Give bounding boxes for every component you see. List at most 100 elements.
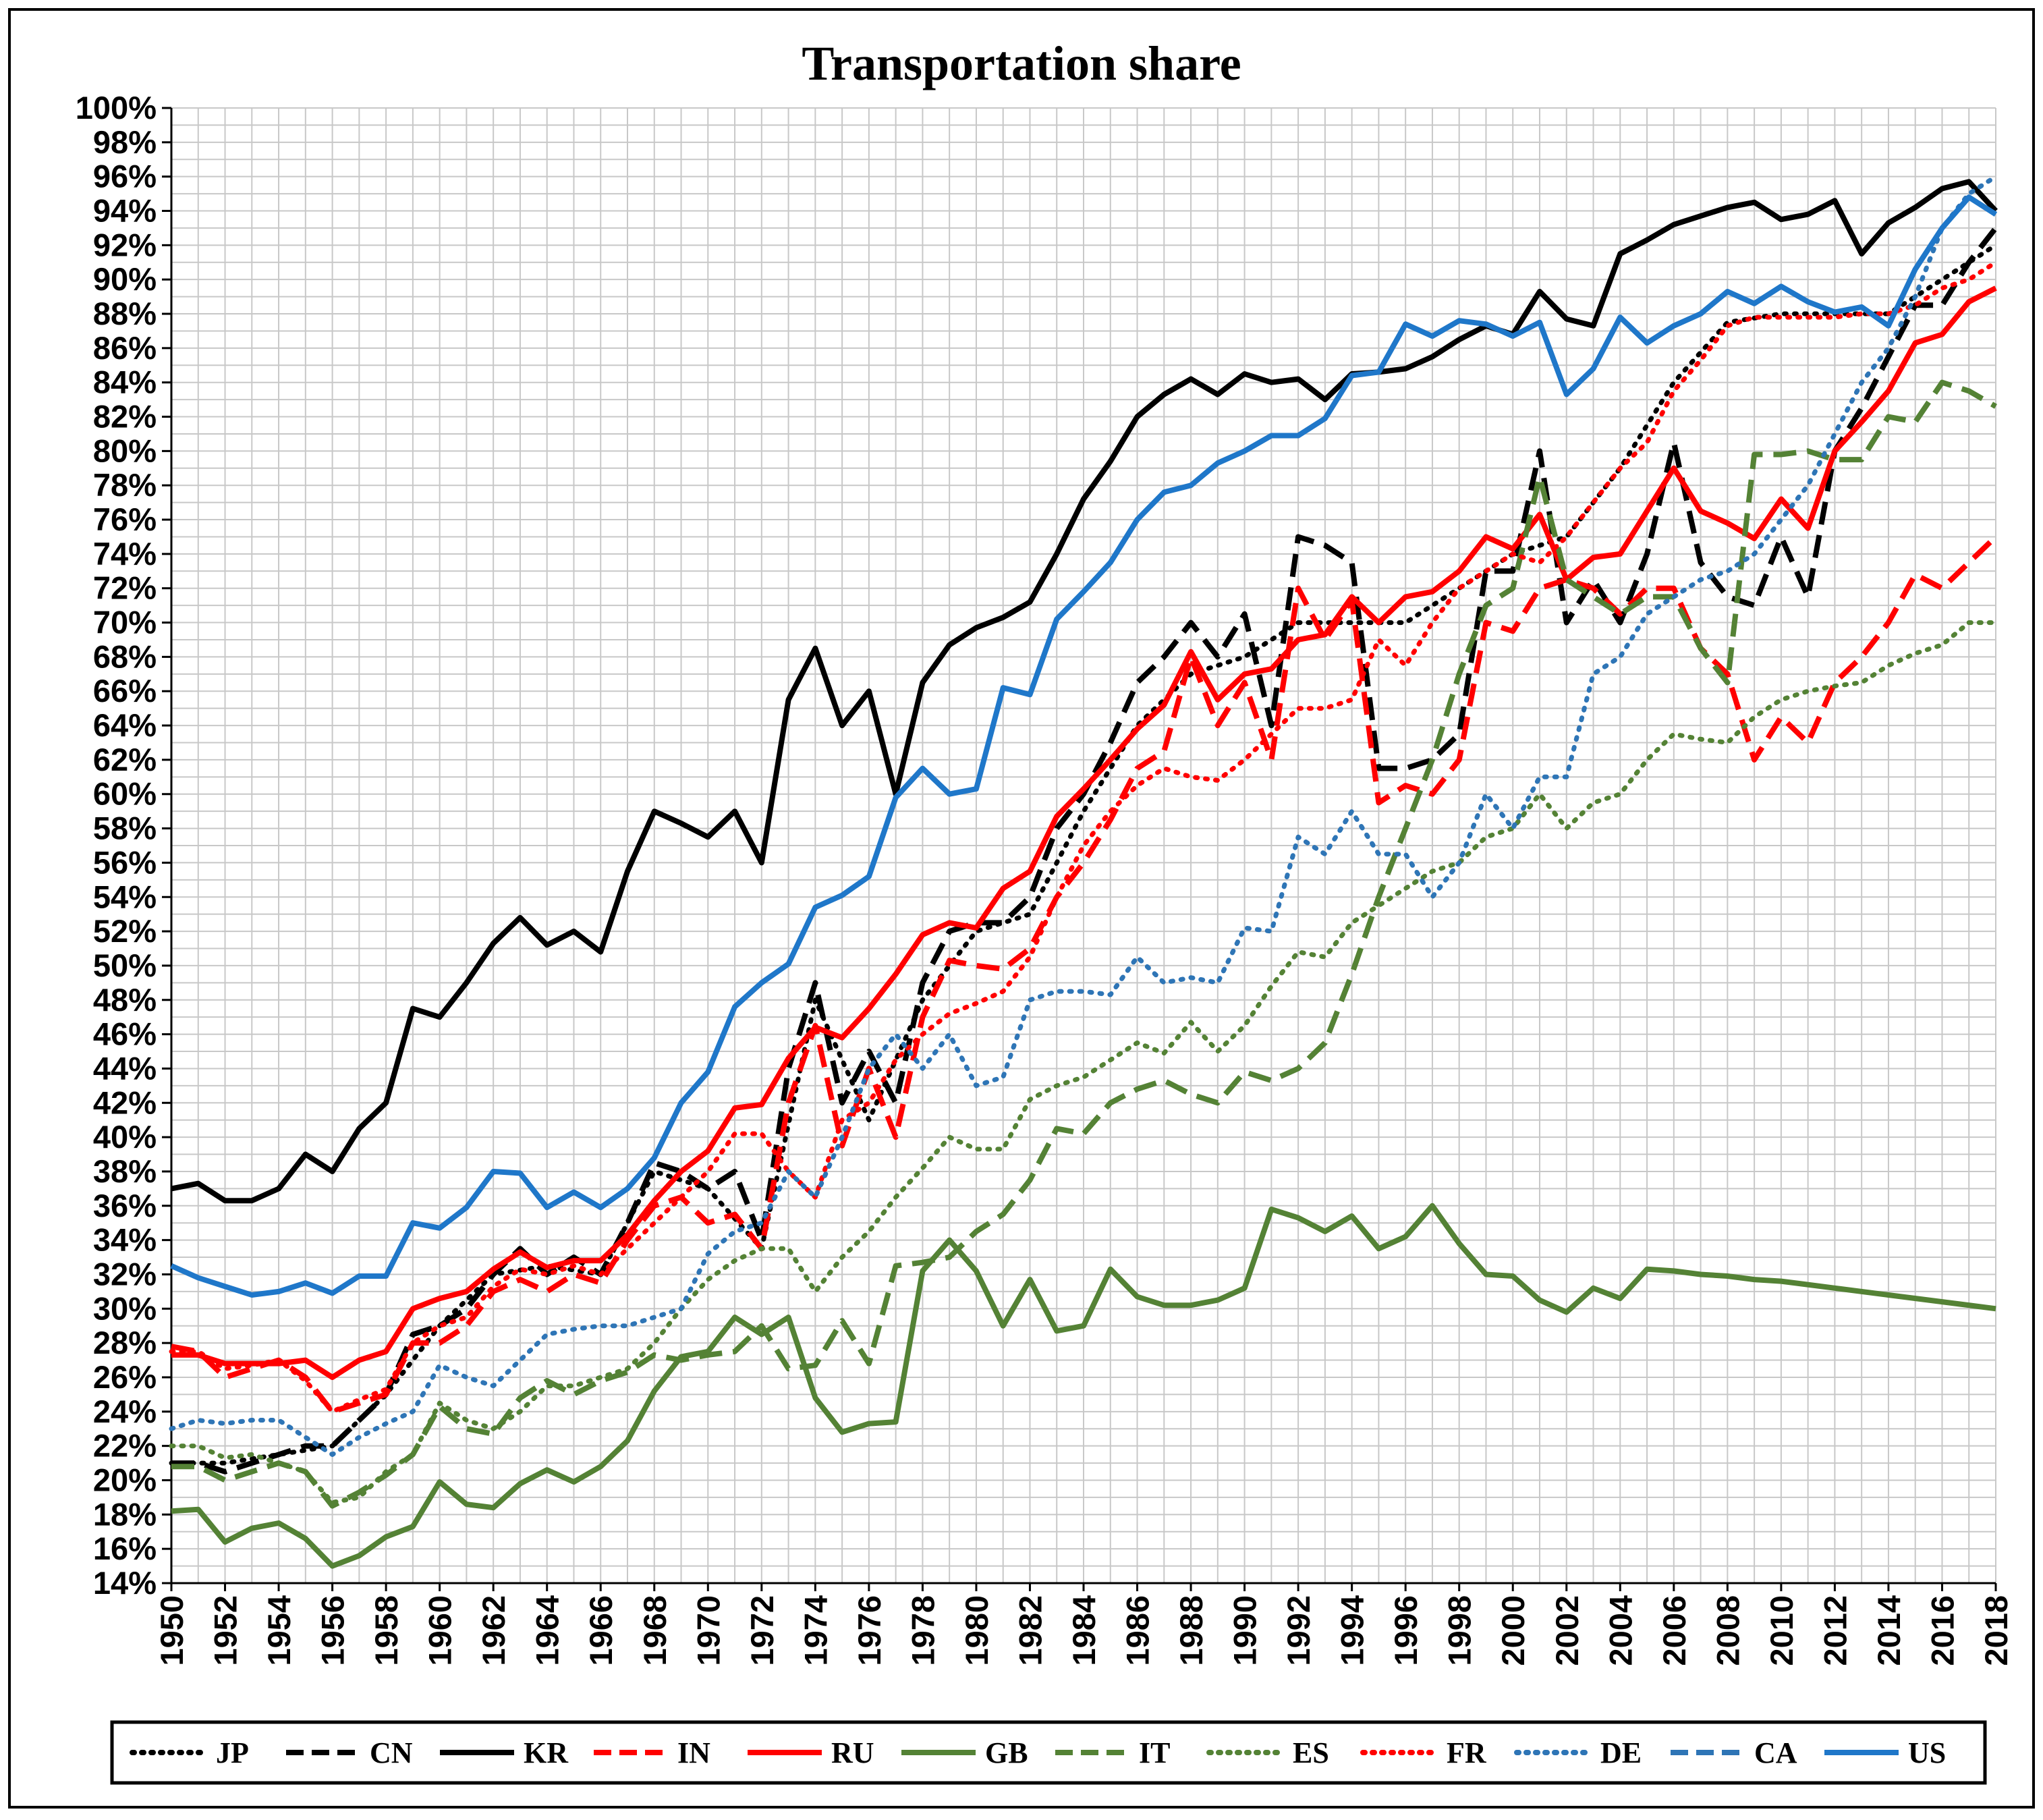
series-line-us	[170, 194, 1998, 1298]
x-tick-label: 1996	[1388, 1595, 1424, 1666]
x-tick-label: 1960	[422, 1595, 458, 1666]
x-tick-label: 2012	[1817, 1595, 1853, 1666]
x-tick-label: 1954	[261, 1595, 297, 1666]
series-line-ru	[171, 285, 1997, 1380]
y-tick-label: 38%	[93, 1153, 157, 1189]
y-tick-label: 22%	[93, 1428, 157, 1464]
y-tick-label: 48%	[93, 982, 157, 1018]
legend-label-cn: CN	[370, 1736, 413, 1769]
legend-label-ru: RU	[831, 1736, 874, 1769]
legend-label-de: DE	[1600, 1736, 1642, 1769]
series-line-cn	[171, 226, 1998, 1474]
y-tick-label: 32%	[93, 1256, 157, 1292]
legend: JP CN KR IN RU GB IT ES FR DE CA US	[110, 1720, 1987, 1785]
y-tick-label: 78%	[93, 467, 157, 503]
x-tick-label: 1952	[208, 1595, 244, 1666]
legend-label-kr: KR	[524, 1736, 569, 1769]
y-tick-label: 18%	[93, 1496, 157, 1532]
x-tick-label: 2016	[1924, 1595, 1960, 1666]
grid	[171, 107, 1996, 1584]
x-tick-label: 2002	[1549, 1595, 1585, 1666]
y-tick-label: 100%	[76, 90, 157, 126]
x-tick-label: 1980	[959, 1595, 995, 1666]
y-tick-label: 14%	[93, 1565, 157, 1601]
x-tick-label: 1972	[744, 1595, 780, 1666]
legend-label-es: ES	[1293, 1736, 1329, 1769]
y-tick-label: 50%	[93, 947, 157, 983]
x-tick-label: 1964	[530, 1595, 565, 1666]
x-tick-label: 2014	[1871, 1595, 1907, 1666]
series-line-jp	[169, 242, 1998, 1466]
x-tick-label: 2004	[1602, 1595, 1638, 1666]
y-tick-label: 68%	[93, 638, 157, 674]
y-tick-label: 62%	[93, 742, 157, 777]
legend-label-ca: CA	[1754, 1736, 1797, 1769]
y-tick-label: 20%	[93, 1462, 157, 1497]
x-tick-label: 1988	[1173, 1595, 1209, 1666]
y-tick-label: 96%	[93, 159, 157, 194]
x-tick-label: 2010	[1764, 1595, 1799, 1666]
y-tick-label: 80%	[93, 433, 157, 468]
y-tick-label: 70%	[93, 605, 157, 640]
y-tick-label: 56%	[93, 844, 157, 880]
y-tick-label: 60%	[93, 776, 157, 812]
y-tick-label: 88%	[93, 296, 157, 331]
series-line-fr	[169, 260, 1998, 1414]
x-tick-label: 1958	[368, 1595, 404, 1666]
y-tick-label: 58%	[93, 810, 157, 846]
x-tick-label: 1974	[797, 1595, 833, 1666]
series-line-it	[171, 379, 1997, 1509]
x-tick-label: 2000	[1495, 1595, 1531, 1666]
y-tick-label: 98%	[93, 124, 157, 160]
y-tick-label: 90%	[93, 261, 157, 297]
y-tick-label: 34%	[93, 1222, 157, 1258]
legend-label-in: IN	[677, 1736, 710, 1769]
axes: 14%16%18%20%22%24%26%28%30%32%34%36%38%4…	[76, 90, 2014, 1666]
x-tick-label: 1962	[476, 1595, 511, 1666]
x-tick-label: 1950	[154, 1595, 190, 1666]
y-tick-label: 86%	[93, 330, 157, 366]
series-line-gb	[171, 1203, 1996, 1569]
series-line-de	[169, 174, 1998, 1457]
x-tick-label: 1968	[637, 1595, 673, 1666]
series-line-in	[171, 534, 1998, 1414]
y-tick-label: 54%	[93, 879, 157, 914]
x-tick-label: 2006	[1656, 1595, 1692, 1666]
y-tick-label: 94%	[93, 193, 157, 229]
y-tick-label: 84%	[93, 364, 157, 400]
y-tick-label: 40%	[93, 1119, 157, 1155]
legend-label-it: IT	[1139, 1736, 1170, 1769]
series-line-es	[169, 620, 1998, 1505]
y-tick-label: 24%	[93, 1394, 157, 1429]
legend-label-us: US	[1908, 1736, 1946, 1769]
x-tick-label: 1992	[1281, 1595, 1316, 1666]
x-tick-label: 1956	[315, 1595, 351, 1666]
x-tick-label: 2008	[1710, 1595, 1745, 1666]
x-tick-label: 2018	[1978, 1595, 2014, 1666]
series-line-kr	[171, 179, 1998, 1204]
y-tick-label: 26%	[93, 1359, 157, 1395]
x-tick-label: 1966	[583, 1595, 619, 1666]
y-tick-label: 66%	[93, 673, 157, 709]
y-tick-label: 72%	[93, 570, 157, 606]
y-tick-label: 16%	[93, 1531, 157, 1566]
y-tick-label: 82%	[93, 399, 157, 435]
x-tick-label: 1990	[1227, 1595, 1263, 1666]
y-tick-label: 52%	[93, 913, 157, 949]
y-tick-label: 42%	[93, 1084, 157, 1120]
y-tick-label: 36%	[93, 1188, 157, 1223]
legend-label-jp: JP	[216, 1736, 249, 1769]
series-lines	[169, 174, 1998, 1569]
x-tick-label: 1982	[1012, 1595, 1048, 1666]
y-tick-label: 74%	[93, 536, 157, 572]
x-tick-label: 1976	[851, 1595, 887, 1666]
chart-title: Transportation share	[802, 36, 1241, 90]
y-tick-label: 46%	[93, 1016, 157, 1052]
x-tick-label: 1994	[1335, 1595, 1370, 1666]
x-tick-label: 1970	[690, 1595, 726, 1666]
legend-label-fr: FR	[1447, 1736, 1487, 1769]
y-tick-label: 30%	[93, 1290, 157, 1326]
x-tick-label: 1978	[905, 1595, 941, 1666]
y-tick-label: 44%	[93, 1050, 157, 1086]
